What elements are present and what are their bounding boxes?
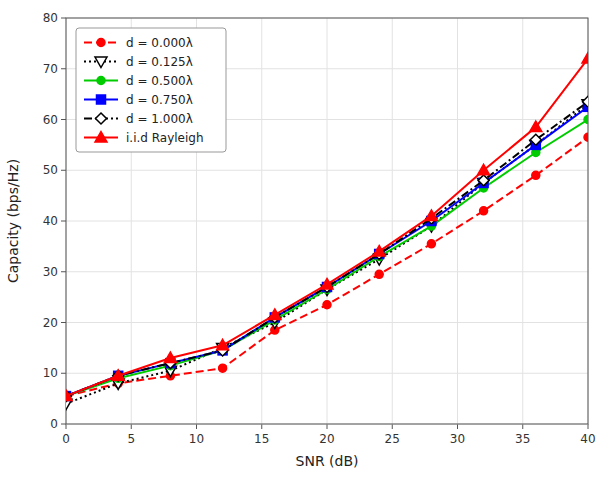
data-point: [323, 301, 331, 309]
data-point: [373, 245, 385, 256]
tick: [61, 170, 66, 171]
data-point: [375, 270, 383, 278]
data-point: [66, 391, 72, 402]
tick-label: 25: [385, 432, 400, 446]
axes: 0 5 10 15 20 25 30 35 40 0 10 20 30 40 50 60 70 80: [43, 11, 596, 446]
tick: [61, 221, 66, 222]
tick: [61, 322, 66, 323]
data-point: [113, 370, 124, 381]
legend: d = 0.000λ d = 0.125λ d = 0.500λ d = 0.750λ…: [76, 28, 226, 152]
data-point: [583, 96, 589, 107]
data-point: [530, 121, 542, 132]
data-point: [112, 370, 124, 381]
data-point: [425, 210, 437, 221]
tick: [61, 373, 66, 374]
x-axis-label: SNR (dB): [296, 453, 359, 469]
legend-marker: [95, 57, 107, 68]
tick: [131, 424, 132, 429]
tick-label: 40: [580, 432, 595, 446]
data-point: [532, 171, 540, 179]
data-point: [480, 207, 488, 215]
data-point: [584, 133, 588, 141]
background: [0, 0, 610, 480]
tick-label: 5: [127, 432, 135, 446]
tick: [261, 424, 262, 429]
data-point: [66, 390, 72, 401]
tick-label: 15: [254, 432, 269, 446]
tick-label: 10: [43, 366, 58, 380]
tick-label: 0: [62, 432, 70, 446]
data-point: [164, 352, 176, 363]
tick: [196, 424, 197, 429]
series: [66, 96, 588, 401]
legend-label: d = 1.000λ: [126, 112, 193, 126]
series: [66, 53, 588, 401]
tick: [66, 424, 67, 429]
plot-area: [66, 53, 588, 410]
y-axis-label: Capacity (bps/Hz): [5, 159, 21, 283]
tick-label: 40: [43, 214, 58, 228]
tick-label: 30: [43, 265, 58, 279]
tick: [457, 424, 458, 429]
tick-label: 10: [189, 432, 204, 446]
series: [66, 133, 588, 400]
legend-marker: [97, 39, 105, 47]
legend-label: i.i.d Rayleigh: [126, 131, 204, 145]
legend-marker: [97, 95, 106, 104]
tick: [61, 18, 66, 19]
grid-line: [66, 271, 588, 272]
data-point: [582, 53, 588, 64]
tick: [588, 424, 589, 429]
tick: [61, 271, 66, 272]
tick-label: 70: [43, 62, 58, 76]
series-line: [66, 137, 588, 396]
tick-label: 50: [43, 163, 58, 177]
legend-label: d = 0.750λ: [126, 93, 193, 107]
legend-marker: [97, 77, 105, 85]
data-point: [427, 240, 435, 248]
data-point: [584, 116, 588, 124]
data-point: [478, 175, 489, 186]
plot-frame: [66, 18, 588, 424]
chart: 0 5 10 15 20 25 30 35 40 0 10 20 30 40 50 60 70 80 SNR (dB…: [0, 0, 610, 480]
grid-line: [66, 322, 588, 323]
legend-marker: [96, 113, 107, 124]
tick: [392, 424, 393, 429]
tick-label: 20: [43, 316, 58, 330]
tick: [327, 424, 328, 429]
data-point: [219, 364, 227, 372]
tick-label: 20: [319, 432, 334, 446]
legend-marker: [95, 132, 107, 143]
legend-label: d = 0.125λ: [126, 55, 193, 69]
tick: [522, 424, 523, 429]
tick-label: 0: [50, 417, 58, 431]
tick-label: 80: [43, 11, 58, 25]
tick: [61, 424, 66, 425]
tick-label: 35: [515, 432, 530, 446]
data-point: [217, 339, 229, 350]
data-point: [530, 134, 541, 145]
data-point: [269, 309, 281, 320]
series: [66, 116, 588, 401]
tick: [61, 68, 66, 69]
legend-label: d = 0.000λ: [126, 36, 193, 50]
tick-label: 30: [450, 432, 465, 446]
data-point: [478, 164, 490, 175]
legend-box: [76, 28, 226, 152]
tick: [61, 119, 66, 120]
grid-line: [66, 221, 588, 222]
legend-label: d = 0.500λ: [126, 74, 193, 88]
tick-label: 60: [43, 113, 58, 127]
data-point: [321, 278, 333, 289]
